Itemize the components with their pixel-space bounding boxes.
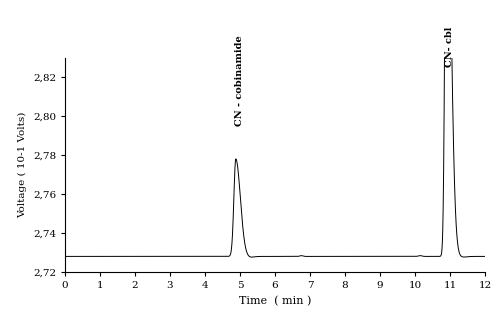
Text: CN- cbl: CN- cbl <box>446 27 454 67</box>
X-axis label: Time  ( min ): Time ( min ) <box>239 296 311 306</box>
Text: CN - cobinamide: CN - cobinamide <box>235 35 244 126</box>
Y-axis label: Voltage ( 10-1 Volts): Voltage ( 10-1 Volts) <box>18 112 28 218</box>
